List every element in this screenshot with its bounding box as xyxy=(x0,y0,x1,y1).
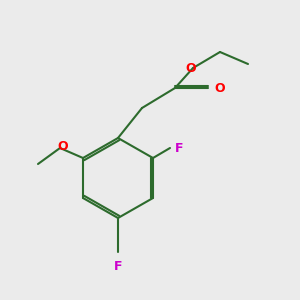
Text: F: F xyxy=(114,260,122,273)
Text: O: O xyxy=(186,61,196,74)
Text: O: O xyxy=(58,140,68,152)
Text: O: O xyxy=(214,82,225,94)
Text: F: F xyxy=(175,142,184,154)
